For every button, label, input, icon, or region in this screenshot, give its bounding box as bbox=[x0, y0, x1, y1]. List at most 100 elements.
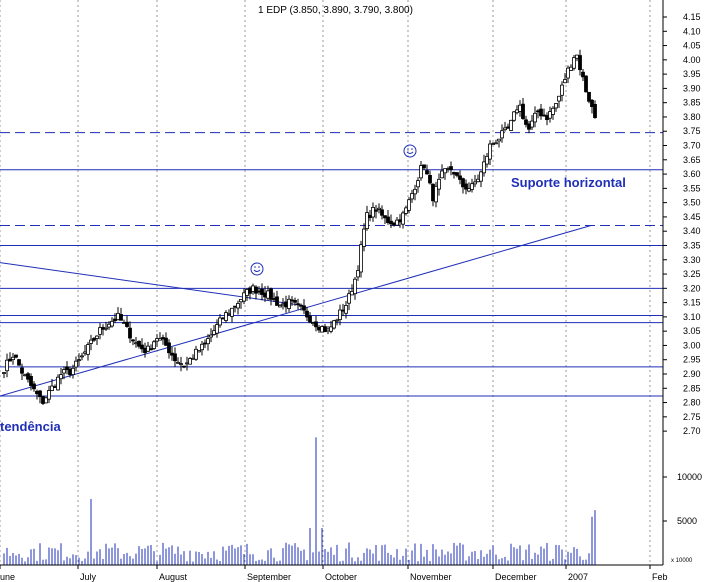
price-tick-label: 3.65 bbox=[683, 155, 701, 165]
candle-body bbox=[389, 220, 393, 225]
month-label: September bbox=[247, 572, 291, 582]
candles bbox=[2, 49, 597, 405]
candle-body bbox=[131, 339, 135, 342]
price-tick-label: 4.05 bbox=[683, 41, 701, 51]
candle-body bbox=[41, 396, 45, 404]
candle-body bbox=[392, 222, 396, 226]
candle-body bbox=[236, 303, 240, 309]
candle-body bbox=[581, 71, 585, 78]
price-tick-label: 3.75 bbox=[683, 126, 701, 136]
volume-tick-label: 10000 bbox=[677, 472, 702, 482]
candle-body bbox=[533, 112, 537, 123]
candle-body bbox=[80, 355, 84, 358]
candle-body bbox=[299, 304, 303, 307]
candle-body bbox=[308, 315, 312, 323]
price-tick-label: 4.00 bbox=[683, 55, 701, 65]
price-tick-label: 3.30 bbox=[683, 255, 701, 265]
annotation-suporte-horizontal: Suporte horizontal bbox=[511, 175, 626, 190]
candle-body bbox=[230, 307, 234, 317]
candle-body bbox=[116, 312, 120, 321]
candle-body bbox=[227, 313, 231, 316]
candle-body bbox=[479, 171, 483, 182]
candle-body bbox=[32, 383, 36, 390]
candle-body bbox=[485, 155, 489, 165]
price-tick-label: 2.80 bbox=[683, 398, 701, 408]
candle-body bbox=[527, 123, 531, 130]
month-label: November bbox=[410, 572, 452, 582]
volume-bars bbox=[3, 437, 596, 565]
candle-body bbox=[143, 347, 147, 353]
candle-body bbox=[563, 79, 567, 84]
candle-body bbox=[359, 244, 363, 273]
candle-body bbox=[449, 166, 453, 171]
price-tick-label: 3.15 bbox=[683, 298, 701, 308]
candle-body bbox=[515, 109, 519, 114]
candle-body bbox=[278, 305, 282, 308]
candle-body bbox=[374, 209, 378, 212]
candle-body bbox=[398, 219, 402, 223]
candle-body bbox=[317, 327, 321, 331]
candle-body bbox=[350, 290, 354, 296]
candle-body bbox=[335, 319, 339, 322]
candle-body bbox=[377, 207, 381, 210]
candle-body bbox=[17, 359, 21, 366]
candle-body bbox=[74, 360, 78, 368]
candle-body bbox=[239, 298, 243, 303]
candle-body bbox=[320, 326, 324, 333]
candle-body bbox=[146, 345, 150, 352]
candle-body bbox=[530, 120, 534, 128]
candle-body bbox=[251, 285, 255, 292]
candle-body bbox=[5, 359, 9, 372]
candle-body bbox=[383, 215, 387, 219]
axes: 4.15 4.10 4.05 4.00 3.95 3.90 3.85 3.80 3.75 3.70… bbox=[0, 0, 702, 566]
candle-body bbox=[395, 219, 399, 226]
candle-body bbox=[167, 342, 171, 354]
candle-body bbox=[488, 143, 492, 160]
candle-body bbox=[194, 348, 198, 360]
candle-body bbox=[158, 338, 162, 341]
candle-body bbox=[431, 183, 435, 202]
candle-body bbox=[446, 168, 450, 170]
candle-body bbox=[458, 175, 462, 180]
candle-body bbox=[281, 303, 285, 306]
candle-body bbox=[224, 312, 228, 321]
candle-body bbox=[206, 338, 210, 345]
candle-body bbox=[290, 299, 294, 302]
candle-body bbox=[413, 188, 417, 195]
candle-body bbox=[419, 165, 423, 179]
candle-body bbox=[470, 183, 474, 190]
month-label: July bbox=[80, 572, 97, 582]
candle-body bbox=[572, 57, 576, 69]
candle-body bbox=[524, 119, 528, 125]
candle-body bbox=[140, 344, 144, 350]
price-tick-label: 3.70 bbox=[683, 141, 701, 151]
month-label: August bbox=[159, 572, 188, 582]
month-label: 2007 bbox=[568, 572, 588, 582]
candle-body bbox=[35, 390, 39, 395]
candle-body bbox=[149, 348, 153, 351]
candle-body bbox=[14, 354, 18, 358]
candle-body bbox=[197, 350, 201, 353]
candle-body bbox=[560, 84, 564, 96]
chart-title: 1 EDP (3.850, 3.890, 3.790, 3.800) bbox=[258, 5, 413, 16]
candle-body bbox=[242, 292, 246, 302]
candle-body bbox=[548, 111, 552, 119]
price-tick-label: 2.75 bbox=[683, 412, 701, 422]
candle-body bbox=[542, 114, 546, 117]
candle-body bbox=[428, 175, 432, 184]
candle-body bbox=[302, 305, 306, 311]
candle-body bbox=[521, 103, 525, 119]
candle-body bbox=[551, 107, 555, 115]
candle-body bbox=[404, 207, 408, 214]
candle-body bbox=[110, 320, 114, 327]
price-tick-label: 3.55 bbox=[683, 183, 701, 193]
candle-body bbox=[215, 324, 219, 334]
candle-body bbox=[368, 214, 372, 219]
candle-body bbox=[113, 318, 117, 322]
candle-body bbox=[386, 216, 390, 223]
candle-body bbox=[326, 328, 330, 332]
candle-body bbox=[128, 327, 132, 339]
candle-body bbox=[83, 351, 87, 354]
candle-body bbox=[590, 99, 594, 108]
